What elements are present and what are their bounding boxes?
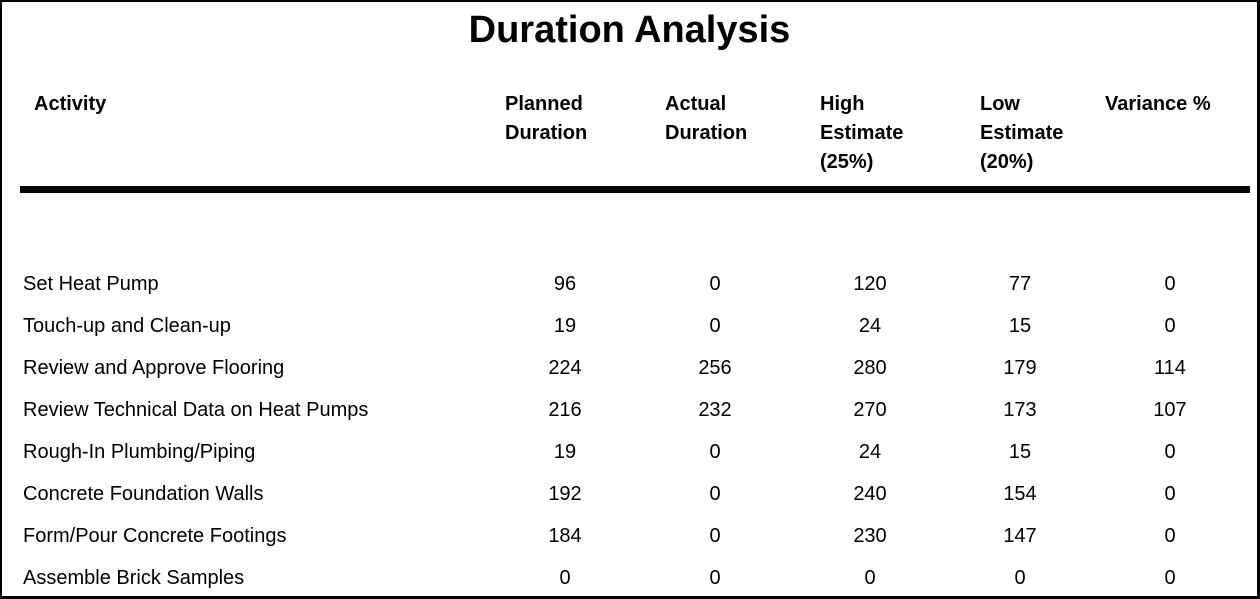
actual-duration-cell: 0 [709,272,721,295]
table-row: Review Technical Data on Heat Pumps 216 … [20,389,1250,431]
low-estimate-cell: 77 [1008,272,1032,295]
activity-cell: Review Technical Data on Heat Pumps [23,398,369,421]
actual-duration-cell: 0 [709,482,721,505]
planned-duration-cell: 0 [559,566,571,589]
actual-duration-cell: 232 [698,398,732,421]
high-estimate-cell: 0 [864,566,876,589]
header-body-spacer [20,190,1250,264]
low-estimate-cell: 147 [1003,524,1037,547]
planned-duration-cell: 96 [553,272,577,295]
activity-cell: Rough-In Plumbing/Piping [23,440,256,463]
low-estimate-cell: 0 [1014,566,1026,589]
activity-cell: Review and Approve Flooring [23,356,285,379]
table-row: Touch-up and Clean-up 19 0 24 15 0 [20,305,1250,347]
high-estimate-cell: 240 [853,482,887,505]
planned-duration-cell: 184 [548,524,582,547]
variance-cell: 0 [1164,314,1176,337]
variance-cell: 0 [1164,566,1176,589]
actual-duration-cell: 0 [709,566,721,589]
planned-duration-cell: 224 [548,356,582,379]
table-row: Assemble Brick Samples 0 0 0 0 0 [20,557,1250,599]
header-row: Activity Planned Duration Actual Duratio… [20,90,1250,193]
high-estimate-cell: 120 [853,272,887,295]
table-row: Set Heat Pump 96 0 120 77 0 [20,263,1250,305]
variance-cell: 0 [1164,272,1176,295]
table-header: Activity Planned Duration Actual Duratio… [20,90,1250,193]
activity-cell: Assemble Brick Samples [23,566,245,589]
activity-cell: Form/Pour Concrete Footings [23,524,287,547]
actual-duration-cell: 256 [698,356,732,379]
table-row: Form/Pour Concrete Footings 184 0 230 14… [20,515,1250,557]
table-row: Review and Approve Flooring 224 256 280 … [20,347,1250,389]
high-estimate-cell: 24 [858,314,882,337]
table-row: Concrete Foundation Walls 192 0 240 154 … [20,473,1250,515]
activity-cell: Set Heat Pump [23,272,159,295]
table-body: Set Heat Pump 96 0 120 77 0 Touch-up and… [20,190,1250,599]
low-estimate-cell: 154 [1003,482,1037,505]
activity-cell: Touch-up and Clean-up [23,314,231,337]
page-title: Duration Analysis [468,9,791,51]
column-header-actual-duration: Actual Duration [640,90,790,193]
variance-cell: 114 [1154,356,1186,379]
low-estimate-cell: 173 [1003,398,1037,421]
high-estimate-cell: 230 [853,524,887,547]
planned-duration-cell: 19 [553,314,577,337]
actual-duration-cell: 0 [709,524,721,547]
high-estimate-cell: 280 [853,356,887,379]
column-header-high-estimate: High Estimate (25%) [790,90,950,193]
low-estimate-cell: 179 [1003,356,1037,379]
activity-cell: Concrete Foundation Walls [23,482,264,505]
duration-analysis-table: Activity Planned Duration Actual Duratio… [20,90,1250,599]
actual-duration-cell: 0 [709,314,721,337]
variance-cell: 0 [1164,440,1176,463]
low-estimate-cell: 15 [1008,440,1032,463]
high-estimate-cell: 270 [853,398,887,421]
variance-cell: 0 [1164,482,1176,505]
column-header-planned-duration: Planned Duration [490,90,640,193]
column-header-variance-percent: Variance % [1090,90,1250,193]
table-row: Rough-In Plumbing/Piping 19 0 24 15 0 [20,431,1250,473]
column-header-activity: Activity [20,90,490,193]
actual-duration-cell: 0 [709,440,721,463]
variance-cell: 107 [1153,398,1187,421]
planned-duration-cell: 216 [548,398,582,421]
column-header-low-estimate: Low Estimate (20%) [950,90,1090,193]
planned-duration-cell: 19 [553,440,577,463]
high-estimate-cell: 24 [858,440,882,463]
low-estimate-cell: 15 [1008,314,1032,337]
planned-duration-cell: 192 [548,482,582,505]
variance-cell: 0 [1164,524,1176,547]
